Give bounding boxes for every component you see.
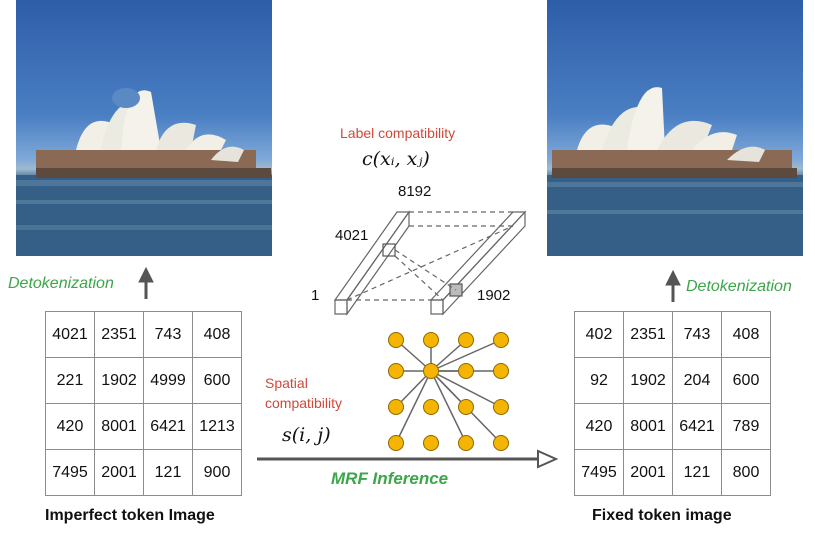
right-detokenization-arrow bbox=[665, 269, 681, 302]
left-detokenization-arrow bbox=[138, 266, 154, 299]
fixed-token-grid: 402 2351 743 408 92 1902 204 600 420 8001 6421 789 7… bbox=[574, 311, 771, 496]
token-cell: 2001 bbox=[94, 449, 144, 496]
opera-house-illustration-right bbox=[547, 87, 803, 256]
token-cell: 420 bbox=[574, 403, 624, 450]
mrf-inference-arrow bbox=[257, 449, 559, 469]
mrf-node bbox=[423, 399, 439, 415]
right-detokenization-label: Detokenization bbox=[686, 278, 792, 295]
mrf-graph-edges bbox=[395, 339, 502, 444]
token-cell: 743 bbox=[672, 311, 722, 358]
mrf-node bbox=[493, 399, 509, 415]
label-left-value: 4021 bbox=[335, 227, 369, 244]
token-row: 402 2351 743 408 bbox=[574, 311, 771, 358]
fixed-token-caption: Fixed token image bbox=[592, 507, 732, 524]
token-cell: 204 bbox=[672, 357, 722, 404]
mrf-graph-nodes bbox=[388, 332, 509, 451]
mrf-node bbox=[458, 435, 474, 451]
mrf-node bbox=[388, 435, 404, 451]
token-cell: 800 bbox=[721, 449, 771, 496]
label-bar-left bbox=[333, 210, 411, 316]
mrf-inference-label: MRF Inference bbox=[331, 469, 449, 488]
spatial-compatibility-formula: s(i, j) bbox=[282, 424, 331, 446]
token-row: 420 8001 6421 789 bbox=[574, 403, 771, 450]
mrf-node bbox=[493, 435, 509, 451]
label-compatibility-title: Label compatibility bbox=[340, 125, 456, 141]
left-detokenization-label: Detokenization bbox=[8, 275, 114, 292]
token-cell: 1213 bbox=[192, 403, 242, 450]
token-row: 4021 2351 743 408 bbox=[45, 311, 242, 358]
mrf-node bbox=[493, 363, 509, 379]
imperfect-photo bbox=[16, 0, 272, 256]
mrf-node bbox=[423, 363, 439, 379]
mrf-node bbox=[458, 399, 474, 415]
mrf-node bbox=[423, 332, 439, 348]
token-cell: 402 bbox=[574, 311, 624, 358]
mrf-node bbox=[458, 363, 474, 379]
mrf-node bbox=[493, 332, 509, 348]
token-cell: 2351 bbox=[623, 311, 673, 358]
imperfect-token-caption: Imperfect token Image bbox=[45, 507, 215, 524]
token-cell: 7495 bbox=[45, 449, 95, 496]
label-top-value: 8192 bbox=[398, 183, 432, 200]
token-cell: 1902 bbox=[94, 357, 144, 404]
fixed-photo bbox=[547, 0, 803, 256]
token-cell: 4021 bbox=[45, 311, 95, 358]
token-cell: 8001 bbox=[94, 403, 144, 450]
mrf-node bbox=[388, 363, 404, 379]
imperfect-token-grid: 4021 2351 743 408 221 1902 4999 600 420 8001 6421 1… bbox=[45, 311, 242, 496]
opera-house-illustration-left bbox=[16, 88, 272, 256]
token-row: 7495 2001 121 900 bbox=[45, 449, 242, 496]
token-cell: 420 bbox=[45, 403, 95, 450]
token-cell: 900 bbox=[192, 449, 242, 496]
token-cell: 2351 bbox=[94, 311, 144, 358]
token-cell: 8001 bbox=[623, 403, 673, 450]
mrf-node bbox=[388, 399, 404, 415]
label-compatibility-links bbox=[346, 211, 514, 301]
mrf-node bbox=[388, 332, 404, 348]
token-row: 7495 2001 121 800 bbox=[574, 449, 771, 496]
token-cell: 408 bbox=[721, 311, 771, 358]
spatial-compatibility-title-line1: Spatial bbox=[265, 375, 308, 391]
token-cell: 4999 bbox=[143, 357, 193, 404]
token-cell: 7495 bbox=[574, 449, 624, 496]
token-cell: 600 bbox=[721, 357, 771, 404]
mrf-node bbox=[423, 435, 439, 451]
token-row: 92 1902 204 600 bbox=[574, 357, 771, 404]
token-row: 221 1902 4999 600 bbox=[45, 357, 242, 404]
token-cell: 600 bbox=[192, 357, 242, 404]
label-bottom-right-value: 1902 bbox=[477, 287, 511, 304]
spatial-compatibility-title-line2: compatibility bbox=[265, 395, 343, 411]
mrf-node bbox=[458, 332, 474, 348]
token-cell: 221 bbox=[45, 357, 95, 404]
label-bottom-left-value: 1 bbox=[311, 287, 320, 304]
token-cell: 743 bbox=[143, 311, 193, 358]
label-compatibility-formula: c(xᵢ, xⱼ) bbox=[362, 148, 430, 170]
token-cell: 121 bbox=[672, 449, 722, 496]
label-bar-right bbox=[429, 210, 527, 316]
